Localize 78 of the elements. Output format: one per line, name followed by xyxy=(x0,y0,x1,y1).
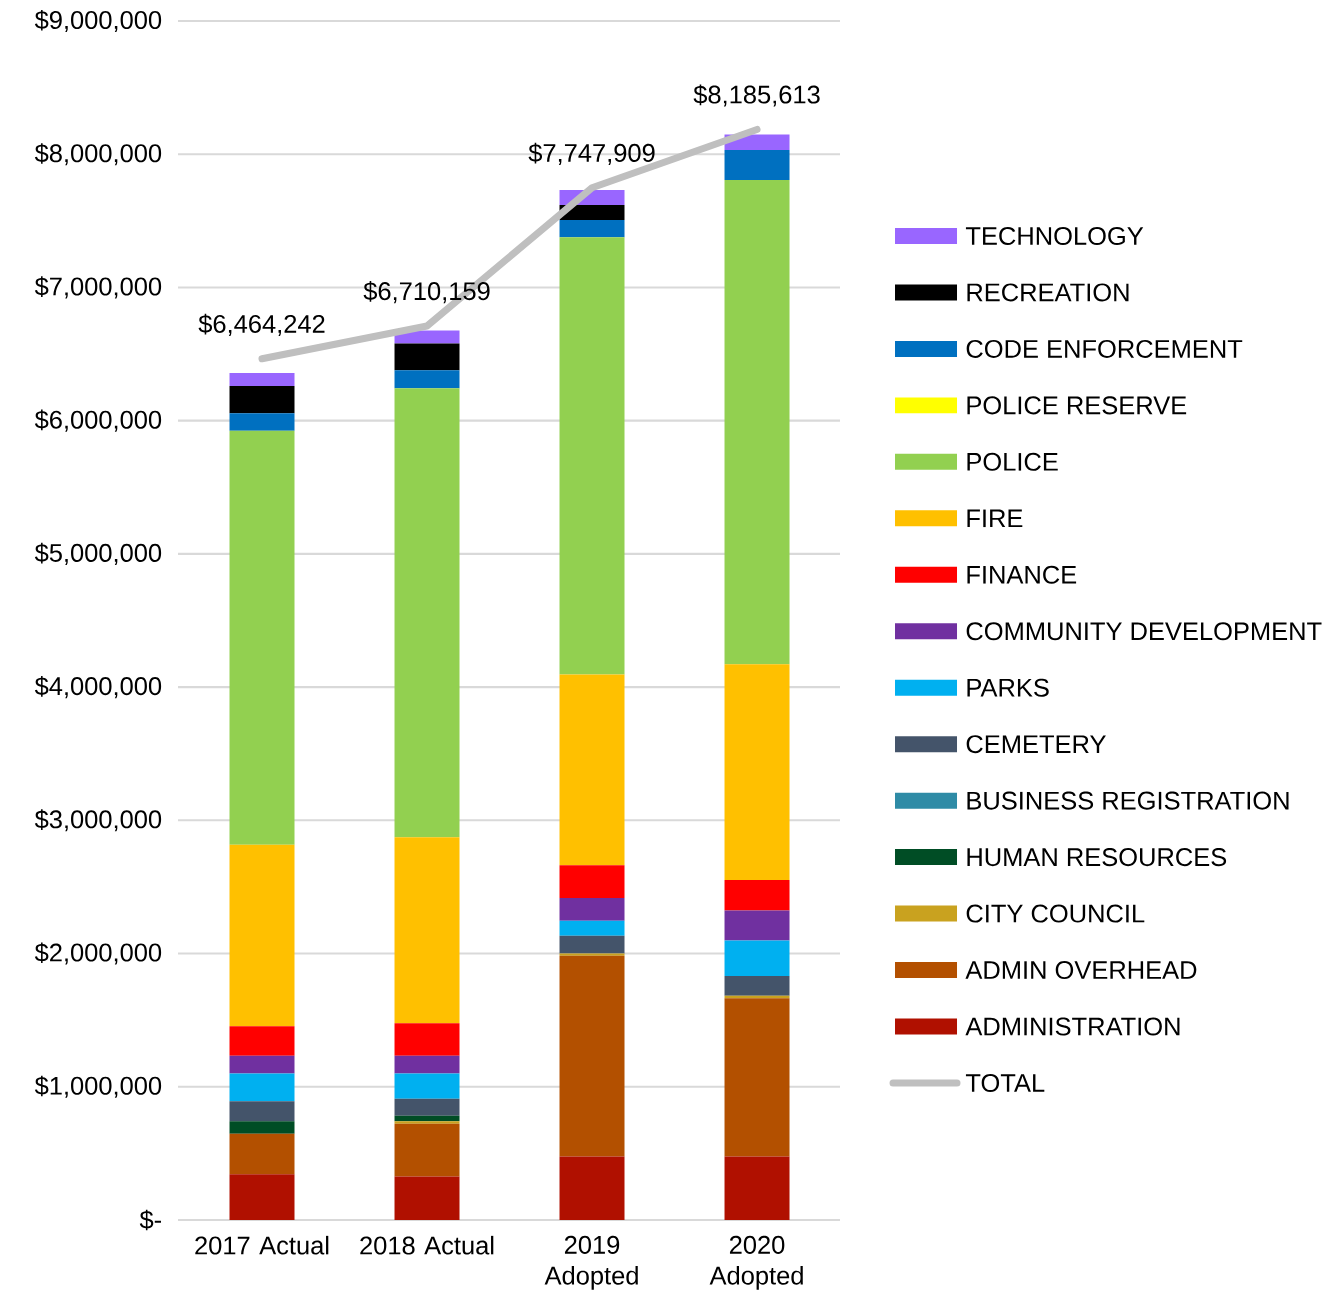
bar xyxy=(229,1174,295,1220)
bar xyxy=(559,953,625,956)
bar xyxy=(724,976,790,996)
legend-label: ADMIN OVERHEAD xyxy=(965,961,1197,980)
legend-label: CEMETERY xyxy=(966,735,1106,754)
bar xyxy=(559,865,625,899)
bar xyxy=(559,898,625,921)
bar xyxy=(229,1073,295,1102)
y-tick-label: $9,000,000 xyxy=(34,9,162,33)
y-tick-label: $3,000,000 xyxy=(34,809,162,832)
bar xyxy=(394,370,460,389)
bar xyxy=(229,1055,295,1074)
bar xyxy=(559,935,625,954)
bar xyxy=(724,149,790,181)
bar xyxy=(394,1073,460,1099)
legend-label: HUMAN RESOURCES xyxy=(967,848,1227,867)
legend-label: PARKS xyxy=(967,678,1049,697)
bar xyxy=(394,1121,460,1124)
bar xyxy=(394,837,460,1024)
y-tick-label: $5,000,000 xyxy=(34,542,162,565)
legend-label: COMMUNITY DEVELOPMENT xyxy=(966,622,1322,641)
legend-label: TOTAL xyxy=(965,1073,1045,1092)
legend-label: FINANCE xyxy=(967,565,1077,584)
bar xyxy=(559,237,625,675)
bar xyxy=(559,920,625,936)
bar xyxy=(394,388,460,838)
bar xyxy=(229,386,295,414)
x-tick-label: 2019 Adopted xyxy=(544,1235,638,1290)
legend-label: FIRE xyxy=(967,509,1023,528)
x-tick-label: 2018 Actual xyxy=(360,1235,494,1255)
bar xyxy=(559,955,625,1157)
bar xyxy=(229,373,295,387)
bar xyxy=(394,1023,460,1056)
data-label: $6,710,159 xyxy=(363,281,490,304)
data-label: $7,747,909 xyxy=(528,142,655,165)
bar xyxy=(229,1026,295,1056)
bar xyxy=(724,664,790,880)
data-label: $6,464,242 xyxy=(198,313,325,336)
bar xyxy=(229,844,295,1027)
bar xyxy=(559,674,625,866)
y-tick-label: $8,000,000 xyxy=(34,143,162,166)
y-tick-label: $1,000,000 xyxy=(34,1075,162,1098)
bar xyxy=(394,1055,460,1074)
bar xyxy=(724,998,790,1157)
bar xyxy=(394,1098,460,1116)
bar xyxy=(724,1156,790,1220)
bar xyxy=(724,910,790,941)
data-label: $8,185,613 xyxy=(693,84,820,107)
bar xyxy=(724,880,790,911)
bar xyxy=(229,430,295,845)
y-tick-label: $- xyxy=(139,1209,161,1231)
legend-label: POLICE xyxy=(967,452,1058,471)
y-tick-label: $6,000,000 xyxy=(34,409,162,432)
y-tick-label: $7,000,000 xyxy=(34,276,162,299)
bar xyxy=(559,1156,625,1220)
bar xyxy=(394,343,460,371)
bar xyxy=(229,1101,295,1122)
x-tick-label: 2017 Actual xyxy=(195,1235,329,1255)
bar xyxy=(724,940,790,977)
bar xyxy=(724,180,790,665)
bar xyxy=(394,330,460,344)
legend-label: ADMINISTRATION xyxy=(965,1017,1180,1036)
legend-label: RECREATION xyxy=(967,283,1129,302)
bar xyxy=(229,1133,295,1175)
y-tick-label: $4,000,000 xyxy=(34,676,162,699)
legend-label: CITY COUNCIL xyxy=(966,904,1145,923)
bar xyxy=(559,220,625,238)
y-tick-label: $2,000,000 xyxy=(34,942,162,965)
bar xyxy=(229,1121,295,1134)
legend-label: POLICE RESERVE xyxy=(967,396,1187,415)
bar xyxy=(394,1115,460,1122)
bar xyxy=(229,413,295,431)
legend-label: TECHNOLOGY xyxy=(965,226,1144,245)
bar xyxy=(394,1176,460,1220)
legend-label: CODE ENFORCEMENT xyxy=(966,339,1243,358)
x-tick-label: 2020 Adopted xyxy=(709,1235,803,1290)
legend-label: BUSINESS REGISTRATION xyxy=(967,791,1289,810)
bar xyxy=(394,1123,460,1177)
